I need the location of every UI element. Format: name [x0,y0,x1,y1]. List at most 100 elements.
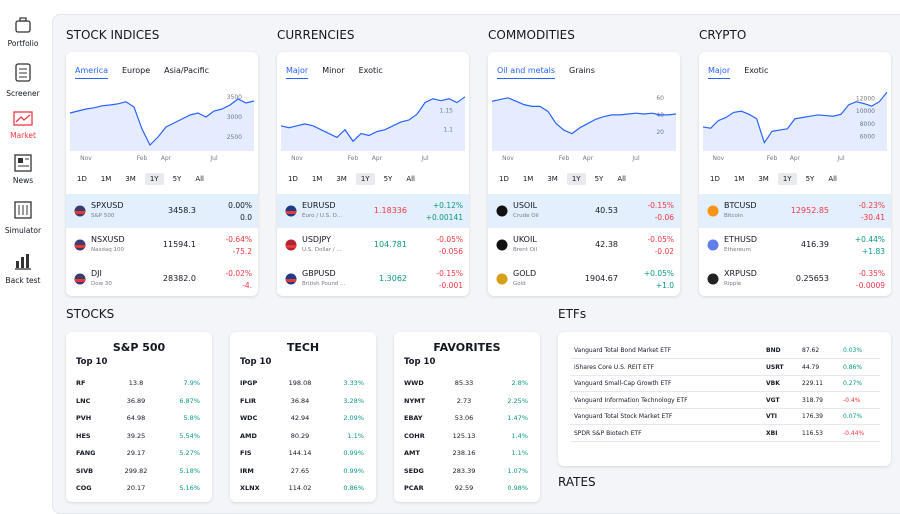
period-button[interactable]: 5Y [383,175,393,183]
tab[interactable]: Major [286,66,309,79]
ticker[interactable]: EBAY [404,414,423,422]
period-button[interactable]: 1Y [144,173,164,185]
symbol-row[interactable]: XRPUSD Ripple 0.25653 -0.35% -0.0009 [699,262,891,296]
ticker[interactable]: AMD [240,431,257,440]
sidebar-item[interactable]: News [12,176,34,185]
symbol-name: Euro / U.S. D... [302,213,343,219]
ticker[interactable]: SIVB [76,466,94,475]
price: 104.781 [373,240,407,249]
period-button[interactable]: 1Y [777,173,797,185]
sidebar-item[interactable]: Market [10,131,36,140]
etf-name[interactable]: SPDR S&P Biotech ETF [574,429,642,437]
tab[interactable]: Exotic [744,66,769,75]
symbol-name: Gold [513,281,526,287]
period-button[interactable]: 3M [547,175,558,183]
etf-name[interactable]: iShares Core U.S. REIT ETF [574,363,654,371]
period-button[interactable]: All [617,175,626,183]
tab[interactable]: Asia/Pacific [164,66,210,75]
stock-card: TECH Top 10 IPGP 198.08 3.33% FLIR 36.84 3.28% W… [230,332,376,502]
etf-name[interactable]: Vanguard Total Bond Market ETF [574,347,672,354]
symbol-row[interactable]: ETHUSD Ethereum 416.39 +0.44% +1.83 [699,228,891,262]
period-button[interactable]: 1M [733,175,745,183]
ticker[interactable]: FANG [76,449,96,457]
symbol-row[interactable]: USDJPY U.S. Dollar / ... 104.781 -0.05% -0.0… [277,228,469,262]
sidebar-item[interactable]: Back test [5,276,41,285]
ticker[interactable]: AMT [404,449,420,457]
ticker[interactable]: XLNX [240,484,260,492]
tab[interactable]: Oil and metals [497,66,556,79]
symbol: BTCUSD [724,201,757,210]
ticker[interactable]: RF [76,379,86,387]
period-button[interactable]: 1M [522,175,534,183]
tab[interactable]: Grains [569,66,595,75]
symbol-row[interactable]: SPXUSD S&P 500 3458.3 0.00% 0.0 [66,194,258,228]
ticker: XBI [766,429,778,437]
sidebar-item[interactable]: Simulator [4,226,42,235]
price: 11594.1 [162,240,196,249]
period-button[interactable]: 1M [311,175,323,183]
ticker[interactable]: PVH [76,414,92,422]
symbol-row[interactable]: UKOIL Brent Oil 42.38 -0.05% -0.02 [488,228,680,262]
etf-name[interactable]: Vanguard Small-Cap Growth ETF [574,380,672,387]
period-button[interactable]: All [195,175,204,183]
ticker[interactable]: LNC [76,396,91,405]
period-button[interactable]: 3M [336,175,347,183]
period-button[interactable]: 1Y [566,173,586,185]
symbol: NSXUSD [91,235,125,244]
icon-stripe [286,279,296,282]
ticker: USRT [766,363,784,371]
section-title: CURRENCIES [277,28,355,42]
period-button[interactable]: 5Y [172,175,182,183]
symbol-row[interactable]: USOIL Crude Oil 40.53 -0.15% -0.06 [488,194,680,228]
change-pct: 0.00% [228,201,252,210]
row-divider [570,358,880,359]
period-button[interactable]: 5Y [594,175,604,183]
period-button[interactable]: 3M [758,175,769,183]
price: 27.65 [290,466,310,475]
etf-name[interactable]: Vanguard Total Stock Market ETF [574,413,673,420]
x-tick-label: Jul [209,155,218,162]
symbol-name: Bitcoin [724,213,743,219]
ticker[interactable]: IPGP [240,379,258,387]
ticker[interactable]: FLIR [240,396,257,405]
ticker[interactable]: NYMT [404,396,426,405]
ticker[interactable]: PCAR [404,484,424,492]
ticker[interactable]: WWD [404,379,424,387]
sidebar-item[interactable]: Screener [6,89,40,98]
symbol-row[interactable]: GBPUSD British Pound ... 1.3062 -0.15% -0.00… [277,262,469,296]
tab[interactable]: Europe [122,66,151,75]
icon-stripe [75,245,85,248]
symbol: ETHUSD [724,235,758,244]
ticker[interactable]: COHR [404,431,425,440]
symbol-name: Dow 30 [91,281,112,287]
period-button[interactable]: 1Y [355,173,375,185]
period-button[interactable]: 1D [288,175,298,183]
period-button[interactable]: 1M [100,175,112,183]
symbol-row[interactable]: GOLD Gold 1904.67 +0.05% +1.0 [488,262,680,296]
ticker[interactable]: WDC [240,414,258,422]
sidebar-item[interactable]: Portfolio [7,39,39,48]
symbol-row[interactable]: BTCUSD Bitcoin 12952.85 -0.23% -30.41 [699,194,891,228]
tab[interactable]: Major [708,66,731,79]
period-button[interactable]: All [828,175,837,183]
period-button[interactable]: 1D [710,175,720,183]
symbol-row[interactable]: EURUSD Euro / U.S. D... 1.18336 +0.12% +0.00… [277,194,469,228]
ticker[interactable]: IRM [240,466,254,475]
period-button[interactable]: 1D [499,175,509,183]
period-button[interactable]: All [406,175,415,183]
symbol-row[interactable]: NSXUSD Nasdaq 100 11594.1 -0.64% -75.2 [66,228,258,262]
ticker[interactable]: SEDG [404,466,424,475]
period-button[interactable]: 5Y [805,175,815,183]
price: 53.06 [454,414,474,422]
tab[interactable]: Minor [322,66,345,75]
symbol-row[interactable]: DJI Dow 30 28382.0 -0.02% -4. [66,262,258,296]
price: 114.02 [288,484,312,492]
period-button[interactable]: 1D [77,175,87,183]
tab[interactable]: Exotic [358,66,383,75]
period-button[interactable]: 3M [125,175,136,183]
ticker[interactable]: COG [76,484,92,492]
tab[interactable]: America [75,66,108,79]
etf-name[interactable]: Vanguard Information Technology ETF [574,396,688,404]
ticker[interactable]: HES [76,431,91,440]
ticker[interactable]: FIS [240,449,252,457]
